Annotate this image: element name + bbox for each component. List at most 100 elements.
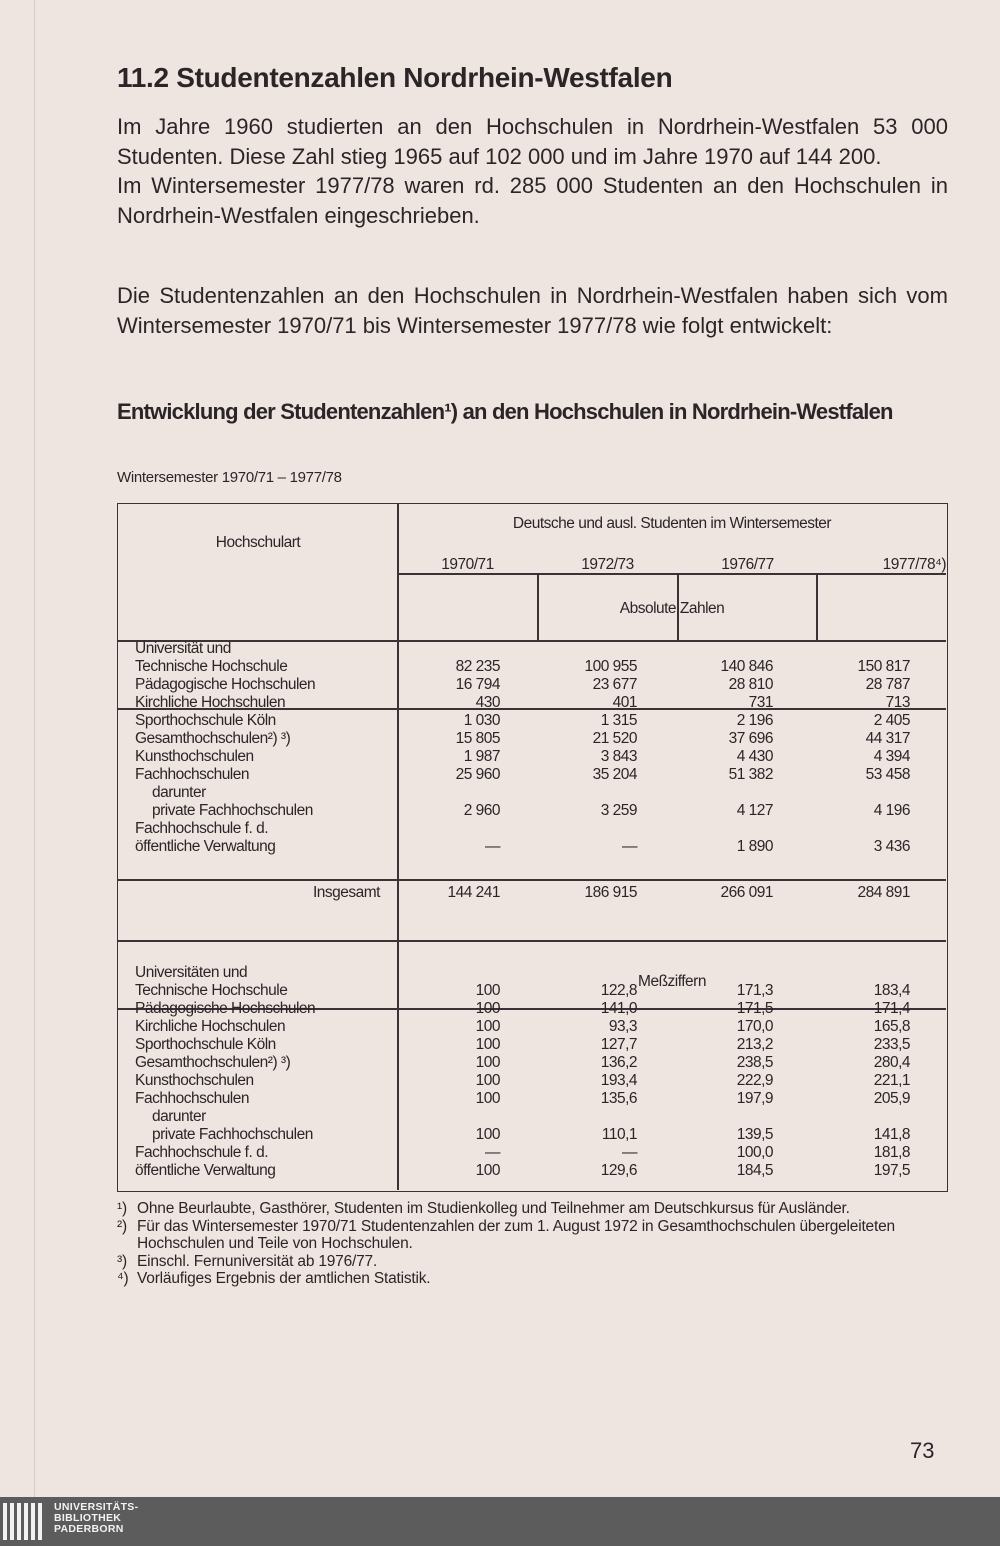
row-label: Kirchliche Hochschulen <box>135 1018 286 1035</box>
cell-value: 100 <box>475 1018 501 1035</box>
table-row: Kunsthochschulen 100 193,4 222,9 221,1 <box>118 1072 949 1090</box>
section-absolute-label: Absolute Zahlen <box>619 600 725 617</box>
cell-value: — <box>622 1144 638 1161</box>
cell-value: 222,9 <box>736 1072 774 1089</box>
footnote: ³) Einschl. Fernuniversität ab 1976/77. <box>117 1253 948 1271</box>
table-row: private Fachhochschulen 100 110,1 139,5 141,… <box>118 1126 949 1144</box>
cell-value: 100 <box>475 982 501 999</box>
cell-value: 3 259 <box>600 802 638 819</box>
row-label: Pädagogische Hochschulen <box>135 676 316 693</box>
row-label: Technische Hochschule <box>135 982 288 999</box>
cell-value: 122,8 <box>600 982 638 999</box>
table-row: Technische Hochschule 82 235 100 955 140 84… <box>118 658 949 676</box>
cell-value: 430 <box>475 694 501 711</box>
cell-value: 4 394 <box>873 748 911 765</box>
cell-value: 21 520 <box>592 730 638 747</box>
row-label: darunter <box>152 1108 206 1125</box>
cell-value: 25 960 <box>455 766 501 783</box>
cell-value: — <box>622 838 638 855</box>
year-header: 1970/71 <box>441 556 494 573</box>
year-divider <box>537 573 539 640</box>
section-index-label: Meßziffern <box>638 973 706 990</box>
column-divider <box>397 504 399 1190</box>
total-label: Insgesamt <box>312 884 381 901</box>
cell-value: 4 430 <box>736 748 774 765</box>
row-label: private Fachhochschulen <box>152 802 313 819</box>
cell-value: 233,5 <box>873 1036 911 1053</box>
total-value: 284 891 <box>857 884 910 901</box>
footnote: ⁴) Vorläufiges Ergebnis der amtlichen Sta… <box>117 1270 948 1288</box>
row-label: Fachhochschulen <box>135 1090 250 1107</box>
footnote-text: Einschl. Fernuniversität ab 1976/77. <box>137 1252 378 1270</box>
cell-value: 100 <box>475 1162 501 1179</box>
table-row: Kirchliche Hochschulen 430 401 731 713 <box>118 694 949 712</box>
row-label: Universitäten und <box>135 964 248 981</box>
row-label: öffentliche Verwaltung <box>135 838 276 855</box>
cell-value: 197,9 <box>736 1090 774 1107</box>
year-divider <box>816 573 818 640</box>
cell-value: 171,4 <box>873 1000 911 1017</box>
cell-value: 1 315 <box>600 712 638 729</box>
cell-value: 171,3 <box>736 982 774 999</box>
cell-value: 35 204 <box>592 766 638 783</box>
cell-value: 127,7 <box>600 1036 638 1053</box>
row-label: Gesamthochschulen²) ³) <box>135 1054 291 1071</box>
cell-value: 184,5 <box>736 1162 774 1179</box>
cell-value: 3 843 <box>600 748 638 765</box>
cell-value: 140 846 <box>720 658 773 675</box>
cell-value: 82 235 <box>455 658 501 675</box>
cell-value: 193,4 <box>600 1072 638 1089</box>
footnote-mark: ²) <box>117 1217 127 1235</box>
row-label: Fachhochschule f. d. <box>135 1144 269 1161</box>
table-row: Universität und <box>118 640 949 658</box>
cell-value: 100 <box>475 1090 501 1107</box>
cell-value: 213,2 <box>736 1036 774 1053</box>
footnotes: ¹) Ohne Beurlaubte, Gasthörer, Studenten … <box>117 1200 948 1288</box>
intro-paragraph: Im Jahre 1960 studierten an den Hochschu… <box>117 112 948 230</box>
cell-value: 2 405 <box>873 712 911 729</box>
cell-value: 150 817 <box>857 658 910 675</box>
year-divider <box>677 573 679 640</box>
cell-value: 181,8 <box>873 1144 911 1161</box>
table-row: Pädagogische Hochschulen 16 794 23 677 28 8… <box>118 676 949 694</box>
footnote-mark: ¹) <box>117 1200 127 1217</box>
cell-value: 139,5 <box>736 1126 774 1143</box>
cell-value: 100 <box>475 1000 501 1017</box>
table-row: Universitäten und <box>118 964 949 982</box>
row-divider <box>118 1008 946 1010</box>
table-row: Kirchliche Hochschulen 100 93,3 170,0 165,8 <box>118 1018 949 1036</box>
row-label: Technische Hochschule <box>135 658 288 675</box>
cell-value: 197,5 <box>873 1162 911 1179</box>
cell-value: 2 960 <box>463 802 501 819</box>
cell-value: 183,4 <box>873 982 911 999</box>
year-header: 1976/77 <box>721 556 774 573</box>
cell-value: 93,3 <box>608 1018 638 1035</box>
total-value: 186 915 <box>584 884 637 901</box>
row-divider <box>118 708 946 710</box>
cell-value: 141,8 <box>873 1126 911 1143</box>
table-row: Fachhochschulen 100 135,6 197,9 205,9 <box>118 1090 949 1108</box>
page-number: 73 <box>910 1438 935 1463</box>
cell-value: 171,5 <box>736 1000 774 1017</box>
table-row: private Fachhochschulen 2 960 3 259 4 127 4 … <box>118 802 949 820</box>
table-row: Pädagogische Hochschulen 100 141,0 171,5 171… <box>118 1000 949 1018</box>
table-row: Gesamthochschulen²) ³) 100 136,2 238,5 280,4 <box>118 1054 949 1072</box>
year-header: 1972/73 <box>581 556 634 573</box>
table-title: Entwicklung der Studentenzahlen¹) an den… <box>117 399 893 424</box>
cell-value: 4 127 <box>736 802 774 819</box>
footnote-text: Ohne Beurlaubte, Gasthörer, Studenten im… <box>137 1200 850 1217</box>
cell-value: 165,8 <box>873 1018 911 1035</box>
table-row: Sporthochschule Köln 1 030 1 315 2 196 2 405 <box>118 712 949 730</box>
table-row: Kunsthochschulen 1 987 3 843 4 430 4 394 <box>118 748 949 766</box>
table-row: darunter <box>118 1108 949 1126</box>
development-paragraph: Die Studentenzahlen an den Hochschulen i… <box>117 283 948 338</box>
footnote-text: Vorläufiges Ergebnis der amtlichen Stati… <box>137 1270 431 1288</box>
row-divider <box>118 879 946 881</box>
cell-value: 1 030 <box>463 712 501 729</box>
footnote: ²) Für das Wintersemester 1970/71 Student… <box>117 1218 948 1253</box>
table-row: Technische Hochschule 100 122,8 171,3 183,4 <box>118 982 949 1000</box>
column-header-hochschulart: Hochschulart <box>215 534 301 551</box>
footnote: ¹) Ohne Beurlaubte, Gasthörer, Studenten … <box>117 1200 948 1218</box>
row-label: Kirchliche Hochschulen <box>135 694 286 711</box>
cell-value: 170,0 <box>736 1018 774 1035</box>
